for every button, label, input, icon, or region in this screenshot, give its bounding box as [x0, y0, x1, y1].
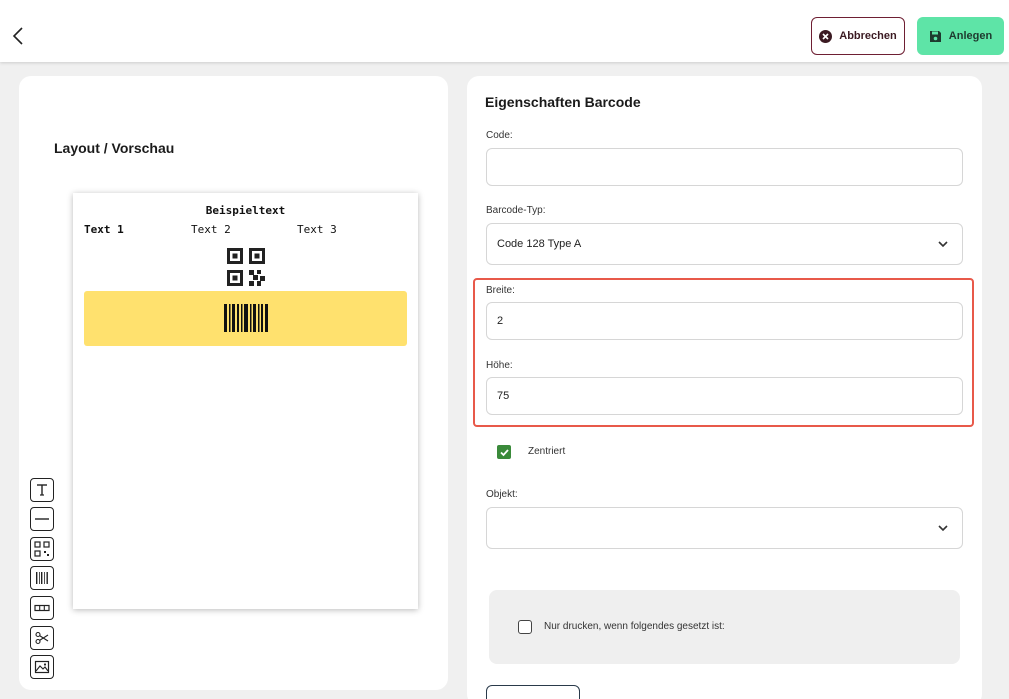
chevron-left-icon	[12, 27, 23, 45]
chevron-down-icon	[938, 241, 948, 248]
table-tool-icon	[34, 604, 50, 612]
additional-button[interactable]	[486, 685, 580, 699]
line-tool-button[interactable]	[30, 507, 54, 531]
image-tool-icon	[34, 660, 50, 674]
print-condition-label: Nur drucken, wenn folgendes gesetzt ist:	[544, 621, 725, 632]
close-circle-icon	[819, 29, 833, 43]
code-label: Code:	[486, 130, 513, 141]
barcode-icon	[224, 304, 268, 332]
preview-text-1[interactable]: Text 1	[84, 223, 124, 236]
cancel-button[interactable]: Abbrechen	[811, 17, 905, 55]
preview-title-text[interactable]: Beispieltext	[205, 204, 286, 217]
properties-title: Eigenschaften Barcode	[485, 94, 641, 110]
checkmark-icon	[499, 448, 509, 456]
create-button[interactable]: Anlegen	[917, 17, 1004, 55]
properties-panel: Eigenschaften Barcode Code: Barcode-Typ:…	[467, 76, 982, 699]
line-tool-icon	[35, 518, 49, 520]
label-preview[interactable]: Beispieltext Text 1 Text 2 Text 3	[73, 193, 418, 609]
barcode-type-value: Code 128 Type A	[497, 238, 582, 250]
centered-label: Zentriert	[528, 446, 566, 457]
text-tool-button[interactable]	[30, 478, 54, 502]
code-input[interactable]	[486, 148, 963, 186]
preview-text-2[interactable]: Text 2	[191, 223, 231, 236]
back-button[interactable]	[8, 24, 28, 48]
chevron-down-icon	[938, 525, 948, 532]
scissors-icon	[35, 631, 49, 645]
qr-code-tool-button[interactable]	[30, 537, 54, 561]
table-tool-button[interactable]	[30, 596, 54, 620]
barcode-tool-icon	[36, 572, 48, 584]
barcode-type-select[interactable]: Code 128 Type A	[486, 223, 963, 265]
barcode-type-label: Barcode-Typ:	[486, 205, 546, 216]
save-icon	[929, 30, 941, 42]
preview-text-3[interactable]: Text 3	[297, 223, 337, 236]
width-input[interactable]: 2	[486, 302, 963, 340]
height-label: Höhe:	[486, 360, 513, 371]
create-button-label: Anlegen	[948, 30, 993, 42]
width-label: Breite:	[486, 285, 515, 296]
qr-code-icon[interactable]	[227, 248, 265, 286]
height-input[interactable]: 75	[486, 377, 963, 415]
image-tool-button[interactable]	[30, 655, 54, 679]
print-condition-box: Nur drucken, wenn folgendes gesetzt ist:	[489, 590, 960, 664]
object-label: Objekt:	[486, 489, 518, 500]
barcode-tool-button[interactable]	[30, 566, 54, 590]
object-select[interactable]	[486, 507, 963, 549]
text-tool-icon	[37, 484, 47, 496]
cut-tool-button[interactable]	[30, 626, 54, 650]
print-condition-checkbox[interactable]	[518, 620, 532, 634]
qr-code-tool-icon	[34, 541, 50, 557]
top-bar: Abbrechen Anlegen	[0, 0, 1009, 62]
cancel-button-label: Abbrechen	[839, 30, 897, 42]
centered-checkbox[interactable]	[497, 445, 511, 459]
layout-panel: Layout / Vorschau Beispieltext Text 1 Te…	[19, 76, 448, 690]
preview-barcode-element[interactable]	[84, 291, 407, 346]
width-height-highlight	[473, 278, 974, 427]
layout-title: Layout / Vorschau	[54, 140, 175, 156]
